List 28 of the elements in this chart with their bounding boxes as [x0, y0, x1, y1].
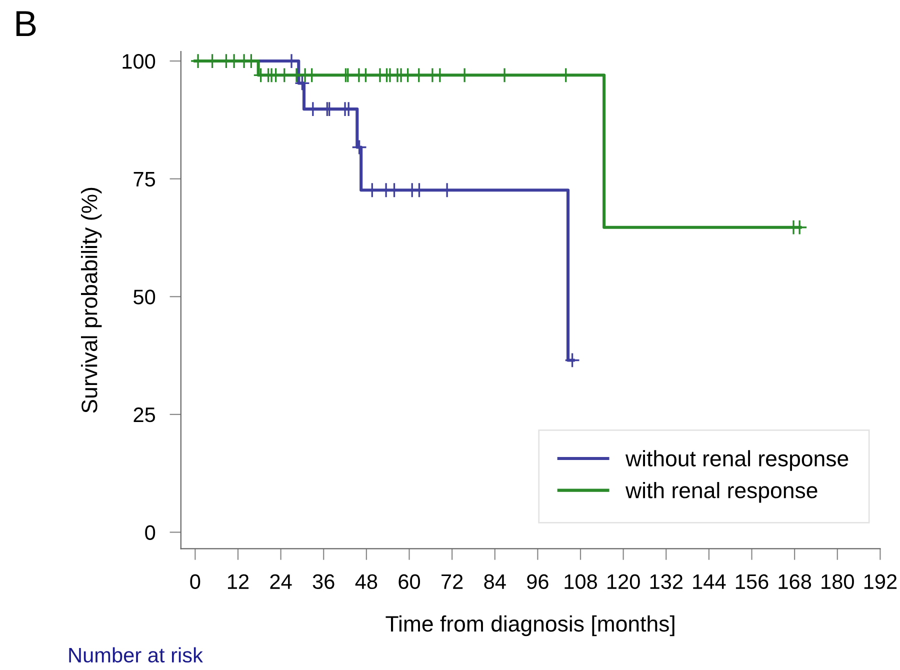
text: Number at risk [69, 647, 203, 663]
x-tick-label: 168 [778, 574, 812, 590]
x-tick-label: 24 [270, 574, 292, 589]
x-tick-label: 48 [355, 574, 378, 590]
x-tick-label: 72 [442, 574, 463, 589]
y-tick-label: 100 [122, 54, 156, 69]
x-axis-title: Time from diagnosis [months] [386, 615, 674, 636]
x-tick-label: 96 [527, 574, 548, 590]
x-tick-label: 36 [312, 574, 334, 590]
x-tick-label: 132 [650, 574, 682, 590]
x-tick-label: 144 [693, 574, 726, 589]
legend-label: with renal response [625, 482, 818, 503]
x-tick-label: 84 [484, 574, 506, 590]
y-tick-label: 50 [134, 290, 156, 304]
x-tick-label: 180 [822, 574, 854, 590]
x-tick-label: 192 [864, 574, 897, 590]
y-tick-label: 75 [134, 172, 156, 187]
y-tick-label: 25 [134, 407, 156, 422]
legend-label: without renal response [625, 450, 848, 471]
x-tick-label: 108 [564, 574, 597, 590]
x-tick-label: 120 [608, 574, 640, 590]
x-tick-label: 12 [228, 574, 249, 589]
y-axis-title: Survival probability (%) [80, 188, 102, 413]
x-tick-label: 60 [398, 574, 420, 590]
x-tick-label: 156 [736, 574, 768, 590]
x-tick-label: 0 [190, 574, 200, 590]
y-tick-label: 0 [145, 525, 156, 540]
text: B [16, 11, 36, 36]
